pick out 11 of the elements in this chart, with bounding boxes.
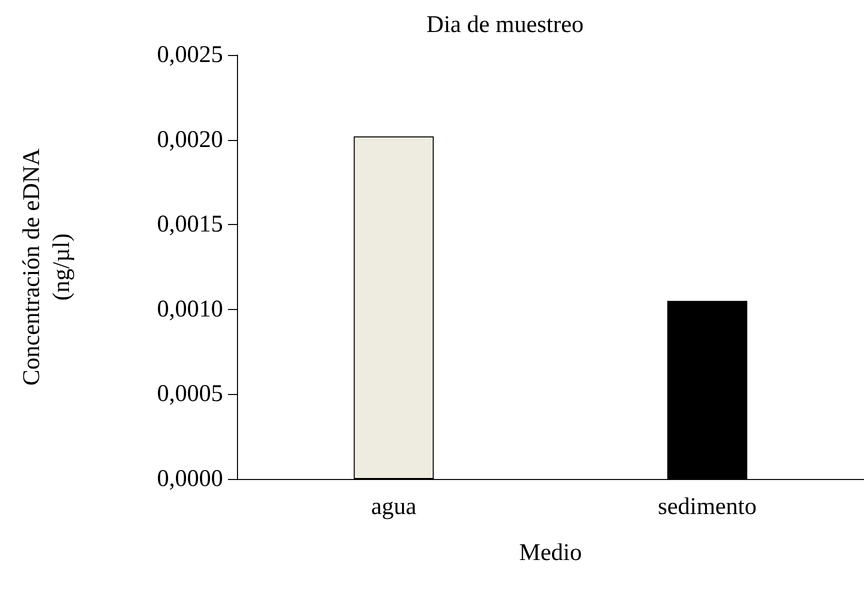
y-tick-label: 0,0025 (157, 42, 223, 68)
y-tick-label: 0,0010 (157, 296, 223, 322)
y-tick-label: 0,0020 (157, 126, 223, 153)
x-tick-label: sedimento (658, 494, 757, 520)
y-tick-label: 0,0000 (157, 466, 223, 492)
x-axis-title: Medio (519, 540, 582, 566)
y-axis-title: Concentración de eDNA (ng/µl) (19, 148, 75, 386)
x-tick-label: agua (371, 494, 417, 520)
y-tick-label: 0,0015 (157, 212, 223, 238)
chart-title: Dia de muestreo (426, 12, 584, 38)
y-tick-label: 0,0005 (157, 381, 223, 408)
